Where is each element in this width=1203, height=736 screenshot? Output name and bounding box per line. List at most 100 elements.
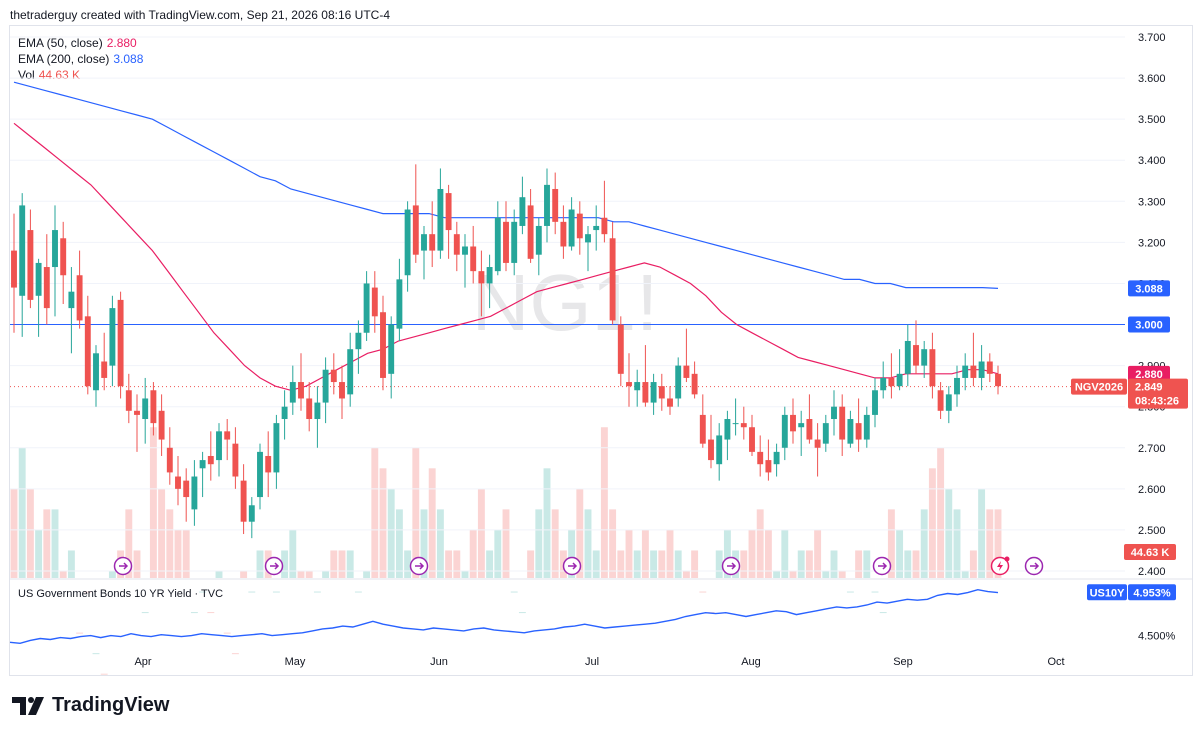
candle-body xyxy=(453,234,460,255)
candle xyxy=(166,427,173,485)
event-marker-icon xyxy=(1024,556,1044,576)
candle xyxy=(150,382,157,436)
volume-bar xyxy=(469,529,477,578)
time-tick-label: Sep xyxy=(893,656,913,668)
candle xyxy=(855,398,862,452)
candle-body xyxy=(929,349,936,387)
candle xyxy=(626,353,632,407)
candle-body xyxy=(847,419,854,444)
candle xyxy=(314,386,321,448)
candle xyxy=(978,345,985,391)
volume-bar xyxy=(43,509,51,578)
candle-body xyxy=(511,221,518,263)
candle xyxy=(601,180,608,243)
candle xyxy=(732,398,739,436)
tradingview-logo[interactable]: TradingView xyxy=(12,694,169,717)
candle-body xyxy=(166,447,173,473)
candle-body xyxy=(617,324,624,374)
candle xyxy=(248,497,255,539)
last-price-badge: 2.849 xyxy=(1135,382,1163,394)
volume-bar xyxy=(576,488,584,578)
chart-frame[interactable] xyxy=(9,25,1193,676)
volume-bar xyxy=(928,468,936,578)
volume-bar xyxy=(920,509,928,578)
candle xyxy=(429,201,436,268)
volume-bar xyxy=(166,509,174,578)
volume-bar xyxy=(100,673,108,675)
candle-body xyxy=(289,382,296,403)
volume-bar xyxy=(199,591,207,593)
volume-bar xyxy=(395,509,403,578)
candle-body xyxy=(855,423,862,440)
volume-bar xyxy=(551,509,559,578)
candle-body xyxy=(519,197,526,226)
volume-bar xyxy=(272,591,280,593)
tradingview-logo-icon xyxy=(12,696,44,715)
event-arrow xyxy=(119,562,129,570)
candle xyxy=(11,213,17,333)
volume-bar xyxy=(182,529,190,578)
candle xyxy=(191,460,198,526)
candle-body xyxy=(601,217,608,235)
candle xyxy=(724,410,731,461)
candle xyxy=(708,414,714,469)
candle-body xyxy=(544,184,550,226)
event-arrow xyxy=(878,562,888,570)
volume-bar xyxy=(535,509,543,578)
candle xyxy=(814,423,821,477)
candle-body xyxy=(281,406,288,420)
volume-bar xyxy=(781,529,789,578)
candle xyxy=(281,390,288,440)
event-bolt xyxy=(997,561,1003,571)
candle-body xyxy=(371,287,378,317)
subpane-title: US Government Bonds 10 YR Yield · TVC xyxy=(18,588,223,600)
candle-body xyxy=(593,225,600,231)
symbol-badge: NGV2026 xyxy=(1075,382,1123,394)
candle xyxy=(749,414,755,456)
event-marker-icon xyxy=(113,556,133,576)
price-tick-label: 3.400 xyxy=(1138,155,1166,167)
candle xyxy=(585,225,591,272)
volume-bar xyxy=(67,550,75,578)
candle xyxy=(289,365,296,415)
volume-bar xyxy=(354,591,362,593)
us10y-last-badge: 4.953% xyxy=(1133,587,1171,599)
volume-bar xyxy=(691,550,699,578)
symbol-watermark: NG1! xyxy=(472,258,659,347)
volume-bar xyxy=(797,550,805,578)
legend-ema50[interactable]: EMA (50, close) 2.880 xyxy=(18,35,137,52)
candle-body xyxy=(175,476,181,489)
candle xyxy=(453,221,460,272)
event-marker-icon xyxy=(562,556,582,576)
candle-body xyxy=(306,398,313,420)
candle-body xyxy=(675,365,682,399)
time-tick-label: Aug xyxy=(741,656,761,668)
candle-body xyxy=(445,193,452,231)
legend-ema200[interactable]: EMA (200, close) 3.088 xyxy=(18,51,143,68)
volume-bar xyxy=(764,529,772,578)
candle-body xyxy=(388,324,395,374)
volume-bar xyxy=(59,571,67,578)
volume-bar xyxy=(174,529,182,578)
candle-body xyxy=(84,316,91,387)
candle-body xyxy=(970,365,977,378)
volume-bar xyxy=(961,571,969,578)
candle-body xyxy=(462,246,468,255)
price-axis-badges: 3.088 3.000 2.880 NGV2026 2.849 08:43:26 44.63… xyxy=(1071,280,1188,560)
candle xyxy=(568,197,575,251)
candle-body xyxy=(921,349,928,366)
event-marker-icon xyxy=(990,556,1010,576)
symbol-badge-bg xyxy=(1071,378,1127,395)
candle xyxy=(380,295,386,391)
volume-bar xyxy=(149,427,157,578)
volume-bar xyxy=(477,488,485,578)
candle xyxy=(986,353,993,383)
volume-bar xyxy=(740,550,748,578)
candle xyxy=(617,316,624,387)
candle-body xyxy=(740,423,747,428)
candle-body xyxy=(314,402,321,420)
ema200-price-badge-bg xyxy=(1128,280,1170,297)
candle-body xyxy=(412,205,419,255)
candle xyxy=(691,361,698,399)
